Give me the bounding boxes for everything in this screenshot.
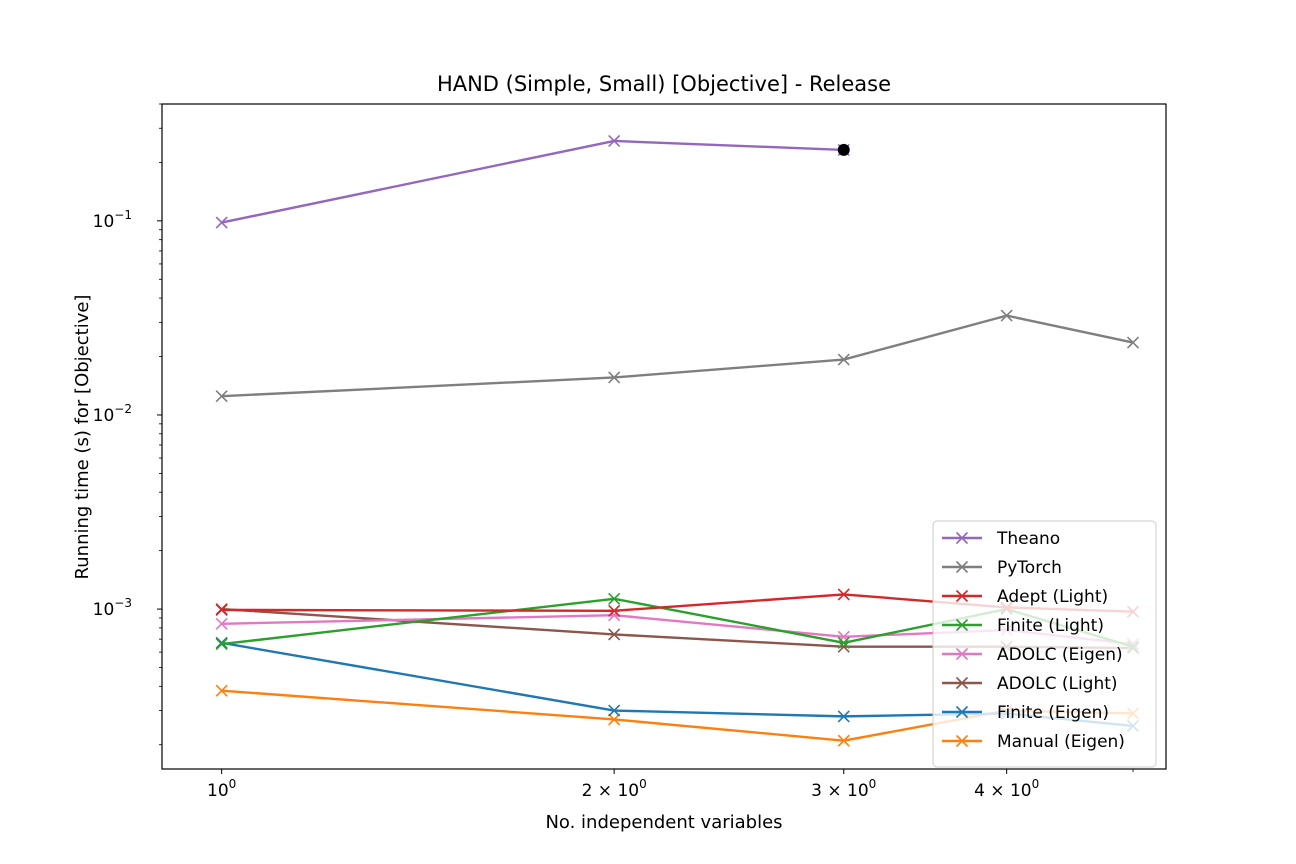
x-axis-label: No. independent variables — [545, 812, 782, 833]
legend-item-theano: Theano — [942, 529, 1060, 549]
data-point-pytorch — [1000, 309, 1013, 322]
data-point-finite-eigen — [837, 710, 850, 723]
legend-label: Finite (Light) — [997, 616, 1104, 636]
data-point-theano — [215, 216, 228, 229]
legend-marker — [955, 589, 969, 603]
timeout-marker — [837, 143, 850, 156]
data-point-manual-eigen — [215, 684, 228, 697]
legend-marker — [955, 647, 969, 661]
chart-title: HAND (Simple, Small) [Objective] - Relea… — [437, 72, 891, 96]
series-pytorch — [215, 309, 1140, 403]
x-axis: 100 2 × 100 3 × 100 4 × 100 — [207, 769, 1134, 801]
y-axis: 10−3 10−2 10−1 — [93, 103, 162, 746]
legend-marker — [955, 734, 969, 748]
legend-item-finite-eigen: Finite (Eigen) — [942, 703, 1109, 723]
x-tick-label: 4 × 100 — [974, 777, 1039, 801]
data-point-finite-light — [837, 636, 850, 649]
series-theano — [215, 134, 850, 229]
data-point-adolc-light — [608, 628, 621, 641]
plot-frame — [161, 103, 1167, 770]
data-point-finite-eigen — [215, 636, 228, 649]
legend-marker — [955, 618, 969, 632]
legend-item-adept-light: Adept (Light) — [942, 587, 1108, 607]
legend-label: ADOLC (Eigen) — [997, 645, 1123, 665]
y-axis-label: Running time (s) for [Objective] — [72, 295, 93, 580]
legend-label: Manual (Eigen) — [997, 732, 1125, 752]
legend-box — [932, 520, 1157, 768]
legend-item-adolc-eigen: ADOLC (Eigen) — [942, 645, 1123, 665]
data-point-adept-light — [837, 588, 850, 601]
legend-item-pytorch: PyTorch — [942, 558, 1062, 578]
legend: Theano PyTorch Adept (Light) Finite (Light)… — [932, 520, 1157, 768]
data-point-pytorch — [1126, 336, 1140, 349]
legend-marker — [955, 560, 969, 574]
y-tick-label: 10−3 — [93, 596, 132, 620]
x-tick-label: 100 — [207, 777, 236, 801]
data-point-adept-light — [215, 603, 228, 616]
series-line-pytorch — [221, 314, 1134, 398]
x-tick-label: 3 × 100 — [811, 777, 876, 801]
legend-label: PyTorch — [997, 558, 1062, 578]
legend-marker — [955, 531, 969, 545]
y-tick-label: 10−2 — [93, 402, 132, 426]
data-point-theano — [608, 134, 621, 148]
y-tick-label: 10−1 — [93, 208, 132, 232]
series-line-theano — [221, 139, 844, 224]
legend-label: Adept (Light) — [997, 587, 1108, 607]
x-tick-label: 2 × 100 — [582, 777, 647, 801]
data-point-adept-light — [608, 604, 621, 617]
legend-item-manual-eigen: Manual (Eigen) — [942, 732, 1125, 752]
legend-marker — [955, 705, 969, 719]
data-point-finite-light — [215, 638, 228, 651]
legend-item-finite-light: Finite (Light) — [942, 616, 1104, 636]
legend-marker — [955, 676, 969, 690]
data-point-manual-eigen — [837, 734, 850, 747]
data-point-finite-light — [608, 592, 621, 605]
data-point-pytorch — [837, 353, 850, 366]
data-point-adolc-eigen — [837, 630, 850, 643]
data-point-finite-eigen — [608, 704, 621, 717]
legend-label: Theano — [996, 529, 1060, 549]
data-point-pytorch — [215, 390, 228, 403]
legend-label: ADOLC (Light) — [997, 674, 1118, 694]
legend-item-adolc-light: ADOLC (Light) — [942, 674, 1118, 694]
data-point-adolc-eigen — [215, 617, 228, 630]
data-point-pytorch — [608, 371, 621, 384]
data-point-manual-eigen — [608, 713, 621, 726]
legend-label: Finite (Eigen) — [997, 703, 1109, 723]
